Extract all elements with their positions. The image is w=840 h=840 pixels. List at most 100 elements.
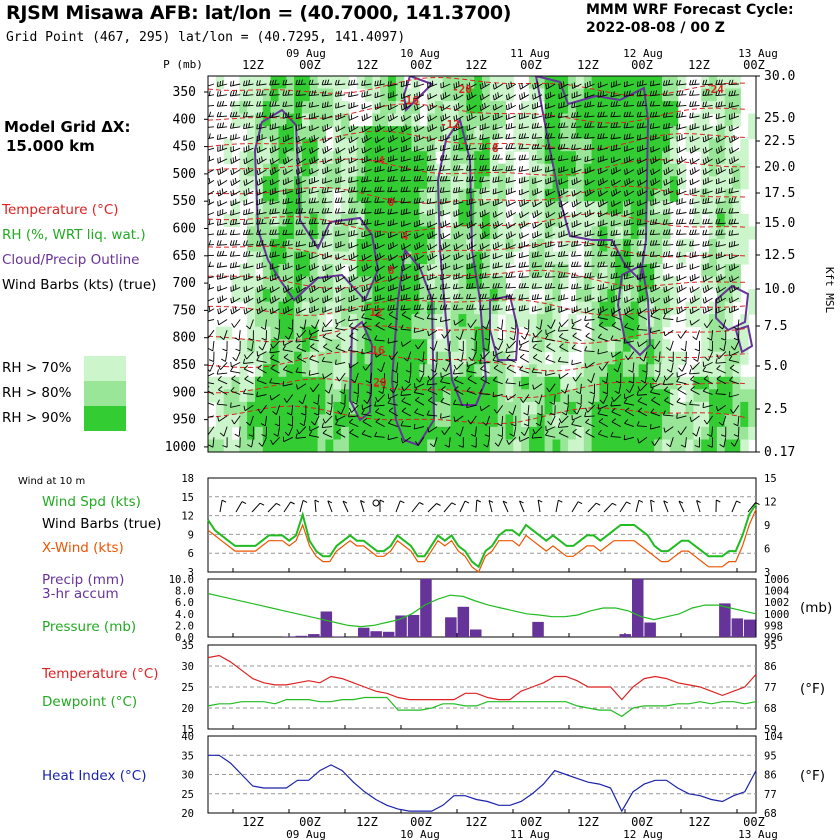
wind-barb xyxy=(572,372,582,382)
wind-barb xyxy=(232,351,241,362)
rh-cell xyxy=(435,264,444,278)
rh-cell xyxy=(544,251,553,265)
wind-barb xyxy=(400,186,411,193)
rh-cell xyxy=(630,414,640,428)
wind-barb xyxy=(610,144,621,152)
wind-barb xyxy=(441,386,451,395)
wind-barb xyxy=(361,155,372,164)
wind-barb xyxy=(243,188,254,197)
surface-wind-barb xyxy=(488,499,494,513)
rh-cell xyxy=(325,289,334,303)
rh-cell xyxy=(489,126,499,140)
wind-barb xyxy=(689,135,700,143)
rh-cell xyxy=(395,301,405,315)
pressure-tick-label: 700 xyxy=(173,276,196,291)
wind-barb xyxy=(256,123,267,130)
rh-cell xyxy=(380,376,389,390)
wind-barb xyxy=(256,198,267,206)
rh-cell xyxy=(552,426,561,440)
rh-cell xyxy=(301,213,311,227)
wind-barb xyxy=(636,324,648,331)
rh-cell xyxy=(748,414,756,428)
wind-speed-series xyxy=(207,503,757,569)
rh-cell xyxy=(411,101,420,115)
rh-cell xyxy=(270,101,279,115)
rh-cell xyxy=(309,101,319,115)
precip-bar xyxy=(619,634,631,637)
rh-cell xyxy=(701,326,710,340)
wind-barb xyxy=(704,351,714,362)
wind-barb xyxy=(414,125,425,133)
time-label-top: 00Z xyxy=(631,58,653,72)
rh-cell xyxy=(521,138,530,152)
rh-cell xyxy=(278,176,287,190)
rh-cell xyxy=(630,88,640,102)
wind-barb xyxy=(374,242,385,250)
wind-barb xyxy=(584,284,595,291)
wind-barb xyxy=(208,297,215,302)
legend-temperature: Temperature (°C) xyxy=(2,202,119,218)
wind-barb xyxy=(243,167,254,176)
wind-barb xyxy=(689,187,700,195)
wind-barb xyxy=(348,124,359,133)
wind-barb xyxy=(550,405,556,416)
rh-cell xyxy=(278,351,287,365)
wind-barb xyxy=(676,251,687,258)
rh-cell xyxy=(521,213,530,227)
wind-barb xyxy=(440,262,451,271)
rh-cell xyxy=(474,188,483,202)
rh-cell xyxy=(223,426,233,440)
rh-cell xyxy=(482,276,491,290)
rh-cell xyxy=(599,138,608,152)
rh-cell xyxy=(716,426,726,440)
precip-bar xyxy=(457,606,470,637)
rh-cell xyxy=(599,314,608,328)
rh-cell xyxy=(591,289,600,303)
rh-cell xyxy=(709,414,718,428)
wind-barb xyxy=(571,295,582,302)
wind-barb xyxy=(544,251,556,258)
wind-barb xyxy=(597,230,608,237)
wind-barb xyxy=(361,348,372,355)
wind-barb xyxy=(610,80,621,88)
rh-cell xyxy=(231,201,240,215)
rh-cell xyxy=(466,113,475,127)
rh-cell xyxy=(247,376,256,390)
wind-barb xyxy=(702,197,713,205)
rh-cell xyxy=(693,188,702,202)
wind-barb xyxy=(321,187,333,194)
rh-cell xyxy=(317,226,326,240)
wind-barb xyxy=(506,364,517,374)
wind-barb xyxy=(559,343,569,352)
wind-barb xyxy=(243,388,254,395)
wind-barb xyxy=(282,177,293,186)
rh-cell xyxy=(380,439,389,452)
wind-barb xyxy=(545,305,556,313)
rh-cell xyxy=(568,414,577,428)
wind-barb xyxy=(415,396,425,406)
wind-barb xyxy=(366,383,372,395)
rh-cell xyxy=(669,439,679,452)
rh-cell xyxy=(583,213,593,227)
rh-cell xyxy=(270,439,279,452)
wind-barb xyxy=(426,313,438,320)
rh-cell xyxy=(419,376,428,390)
wind-barb xyxy=(532,241,543,249)
wind-barb xyxy=(374,264,385,272)
rh-cell xyxy=(223,414,233,428)
rh-cell xyxy=(356,439,366,452)
rh-cell xyxy=(388,389,397,403)
wind-barb xyxy=(650,274,661,281)
wind-barb xyxy=(351,372,359,383)
wind-barb xyxy=(611,418,622,427)
wind-barb xyxy=(429,340,438,351)
wind-barb xyxy=(440,253,451,261)
rh-cell xyxy=(615,151,624,165)
wind-barb xyxy=(519,241,530,249)
wind-barb xyxy=(427,102,438,111)
rh-cell xyxy=(317,276,326,290)
wind-barb xyxy=(650,198,661,206)
rh-cell xyxy=(599,76,608,90)
rh-cell xyxy=(270,251,279,265)
rh-cell xyxy=(231,289,240,303)
